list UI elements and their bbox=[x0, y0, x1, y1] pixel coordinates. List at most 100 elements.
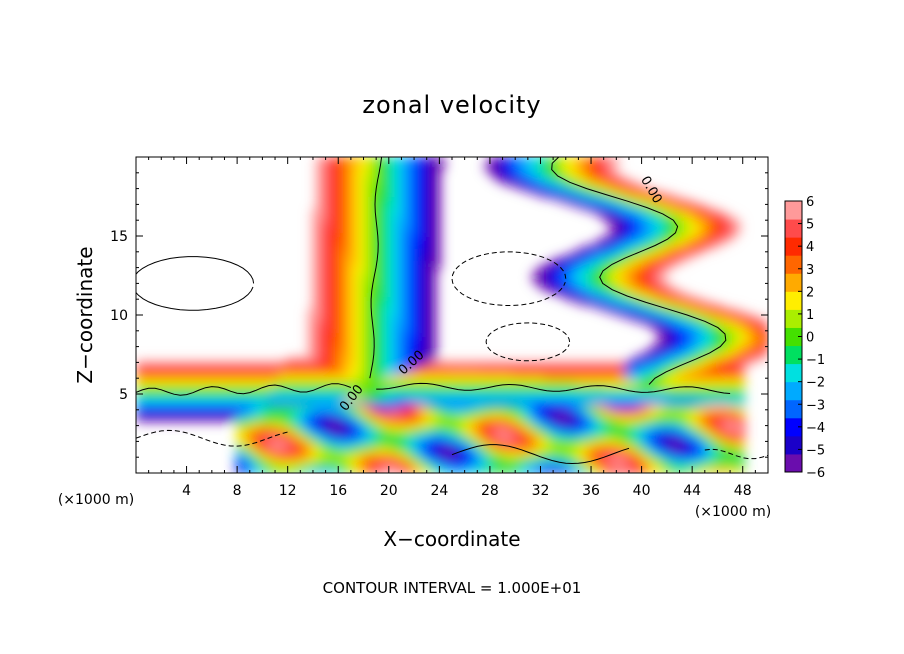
field-cell bbox=[692, 337, 697, 342]
field-cell bbox=[376, 177, 381, 182]
field-cell bbox=[584, 261, 589, 266]
field-cell bbox=[268, 373, 273, 378]
field-cell bbox=[480, 401, 485, 406]
field-cell bbox=[488, 393, 493, 398]
field-cell bbox=[616, 265, 621, 270]
field-cell bbox=[432, 205, 437, 210]
field-cell bbox=[324, 389, 329, 394]
field-cell bbox=[372, 365, 377, 370]
field-cell bbox=[396, 325, 401, 330]
field-cell bbox=[196, 373, 201, 378]
field-cell bbox=[688, 217, 693, 222]
field-cell bbox=[432, 317, 437, 322]
field-cell bbox=[608, 257, 613, 262]
field-cell bbox=[716, 237, 721, 242]
field-cell bbox=[356, 241, 361, 246]
field-cell bbox=[276, 365, 281, 370]
field-cell bbox=[632, 373, 637, 378]
field-cell bbox=[612, 289, 617, 294]
field-cell bbox=[360, 189, 365, 194]
field-cell bbox=[360, 381, 365, 386]
field-cell bbox=[496, 377, 501, 382]
field-cell bbox=[580, 205, 585, 210]
field-cell bbox=[692, 245, 697, 250]
field-cell bbox=[384, 225, 389, 230]
field-cell bbox=[476, 389, 481, 394]
field-cell bbox=[732, 341, 737, 346]
field-cell bbox=[396, 165, 401, 170]
field-cell bbox=[492, 389, 497, 394]
field-cell bbox=[516, 169, 521, 174]
field-cell bbox=[348, 157, 353, 162]
field-cell bbox=[632, 197, 637, 202]
field-cell bbox=[352, 393, 357, 398]
field-cell bbox=[400, 317, 405, 322]
field-cell bbox=[328, 217, 333, 222]
field-cell bbox=[336, 345, 341, 350]
field-cell bbox=[312, 237, 317, 242]
field-cell bbox=[684, 293, 689, 298]
field-cell bbox=[592, 169, 597, 174]
field-cell bbox=[700, 385, 705, 390]
field-cell bbox=[660, 389, 665, 394]
field-cell bbox=[388, 209, 393, 214]
field-cell bbox=[440, 361, 445, 366]
field-cell bbox=[440, 393, 445, 398]
field-cell bbox=[648, 349, 653, 354]
field-cell bbox=[444, 377, 449, 382]
field-cell bbox=[704, 313, 709, 318]
field-cell bbox=[628, 313, 633, 318]
field-cell bbox=[636, 313, 641, 318]
field-cell bbox=[708, 241, 713, 246]
field-cell bbox=[420, 305, 425, 310]
field-cell bbox=[556, 369, 561, 374]
field-cell bbox=[576, 193, 581, 198]
field-cell bbox=[264, 361, 269, 366]
field-cell bbox=[636, 221, 641, 226]
field-cell bbox=[220, 361, 225, 366]
field-cell bbox=[388, 357, 393, 362]
field-cell bbox=[668, 297, 673, 302]
field-cell bbox=[672, 341, 677, 346]
field-cell bbox=[348, 277, 353, 282]
field-cell bbox=[568, 177, 573, 182]
field-cell bbox=[680, 373, 685, 378]
field-cell bbox=[452, 365, 457, 370]
field-cell bbox=[660, 385, 665, 390]
field-cell bbox=[684, 397, 689, 402]
field-cell bbox=[624, 373, 629, 378]
field-cell bbox=[664, 265, 669, 270]
field-cell bbox=[360, 389, 365, 394]
field-cell bbox=[676, 205, 681, 210]
field-cell bbox=[592, 293, 597, 298]
field-cell bbox=[284, 373, 289, 378]
field-cell bbox=[560, 193, 565, 198]
field-cell bbox=[372, 321, 377, 326]
field-cell bbox=[400, 201, 405, 206]
field-cell bbox=[156, 373, 161, 378]
field-cell bbox=[696, 333, 701, 338]
field-cell bbox=[620, 269, 625, 274]
field-cell bbox=[700, 337, 705, 342]
field-cell bbox=[364, 293, 369, 298]
field-cell bbox=[700, 217, 705, 222]
field-cell bbox=[636, 389, 641, 394]
field-cell bbox=[316, 233, 321, 238]
field-cell bbox=[168, 373, 173, 378]
field-cell bbox=[396, 293, 401, 298]
field-cell bbox=[308, 381, 313, 386]
field-cell bbox=[704, 337, 709, 342]
field-cell bbox=[364, 309, 369, 314]
field-cell bbox=[580, 201, 585, 206]
field-cell bbox=[512, 393, 517, 398]
field-cell bbox=[176, 381, 181, 386]
field-cell bbox=[756, 341, 761, 346]
field-cell bbox=[700, 397, 705, 402]
field-cell bbox=[600, 209, 605, 214]
field-cell bbox=[304, 361, 309, 366]
field-cell bbox=[660, 201, 665, 206]
field-cell bbox=[652, 361, 657, 366]
field-cell bbox=[668, 337, 673, 342]
field-cell bbox=[612, 205, 617, 210]
field-cell bbox=[264, 389, 269, 394]
